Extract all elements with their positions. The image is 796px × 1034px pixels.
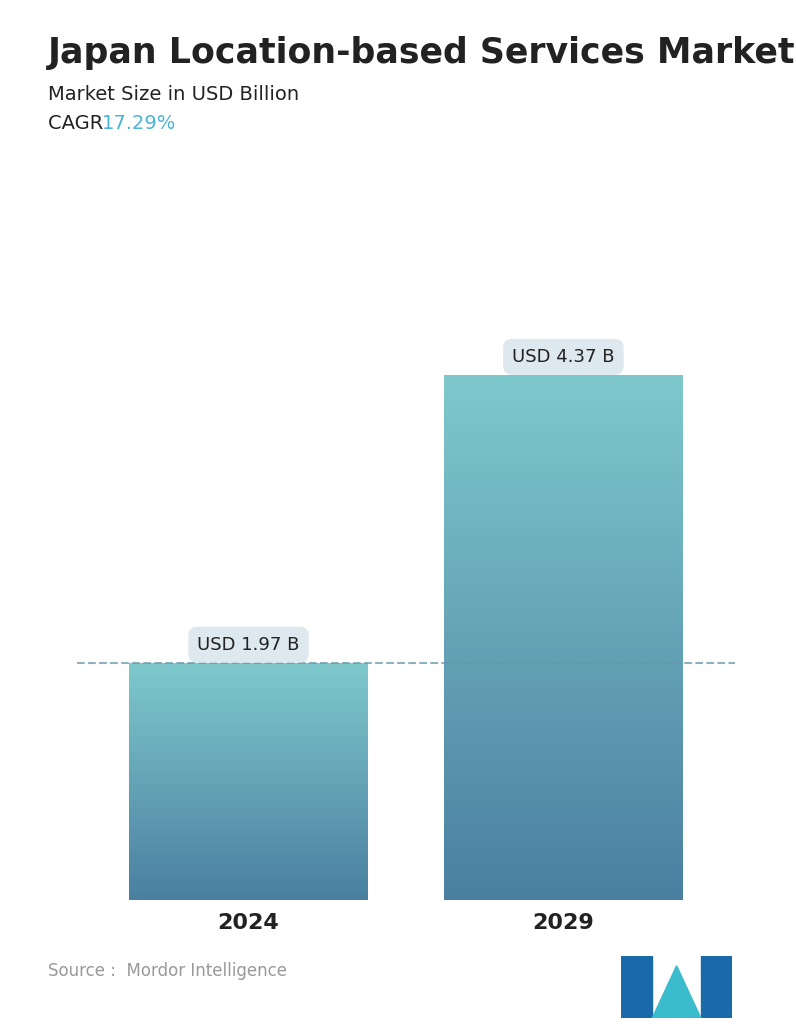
Text: USD 1.97 B: USD 1.97 B xyxy=(197,636,300,653)
Text: CAGR: CAGR xyxy=(48,114,109,132)
Polygon shape xyxy=(621,956,652,1018)
Polygon shape xyxy=(543,366,584,373)
Text: Source :  Mordor Intelligence: Source : Mordor Intelligence xyxy=(48,963,287,980)
Text: 17.29%: 17.29% xyxy=(102,114,176,132)
Polygon shape xyxy=(701,956,732,1018)
Text: Japan Location-based Services Market: Japan Location-based Services Market xyxy=(48,36,795,70)
Polygon shape xyxy=(228,655,269,661)
Text: USD 4.37 B: USD 4.37 B xyxy=(512,347,615,366)
Polygon shape xyxy=(652,966,701,1018)
Text: Market Size in USD Billion: Market Size in USD Billion xyxy=(48,85,298,103)
